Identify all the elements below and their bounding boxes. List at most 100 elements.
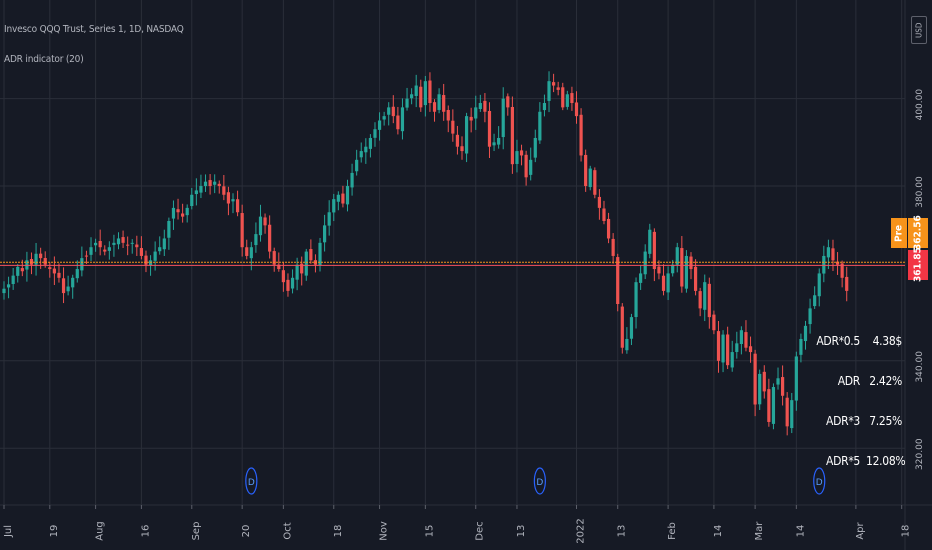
- candle-body[interactable]: [185, 207, 189, 216]
- candle-body[interactable]: [762, 371, 766, 392]
- candle-body[interactable]: [382, 116, 386, 120]
- candle-body[interactable]: [464, 116, 469, 154]
- candle-body[interactable]: [813, 295, 817, 307]
- candle-body[interactable]: [84, 255, 89, 257]
- candle-body[interactable]: [20, 268, 24, 272]
- candle-body[interactable]: [529, 159, 533, 175]
- candle-body[interactable]: [148, 260, 153, 266]
- candle-body[interactable]: [506, 96, 510, 108]
- candle-body[interactable]: [194, 190, 198, 195]
- candle-body[interactable]: [689, 256, 693, 270]
- candle-body[interactable]: [323, 225, 327, 243]
- candle-body[interactable]: [469, 116, 473, 121]
- candle-body[interactable]: [208, 180, 212, 187]
- candle-body[interactable]: [730, 352, 734, 368]
- candle-body[interactable]: [203, 181, 208, 187]
- candle-body[interactable]: [432, 102, 437, 112]
- candle-body[interactable]: [680, 248, 684, 287]
- candle-body[interactable]: [542, 103, 547, 111]
- candle-body[interactable]: [52, 268, 56, 274]
- candle-body[interactable]: [341, 193, 345, 204]
- candle-body[interactable]: [840, 263, 844, 278]
- candle-body[interactable]: [391, 106, 395, 117]
- candle-body[interactable]: [570, 93, 574, 104]
- candle-body[interactable]: [442, 95, 446, 112]
- candle-body[interactable]: [272, 251, 276, 265]
- candle-body[interactable]: [226, 192, 231, 204]
- candle-body[interactable]: [698, 291, 702, 309]
- candle-body[interactable]: [116, 238, 121, 245]
- candle-body[interactable]: [574, 102, 579, 117]
- candle-body[interactable]: [671, 264, 675, 274]
- candle-body[interactable]: [423, 81, 427, 106]
- candle-body[interactable]: [661, 275, 666, 291]
- candle-body[interactable]: [584, 154, 588, 187]
- candle-body[interactable]: [707, 283, 711, 318]
- candle-body[interactable]: [790, 400, 794, 429]
- candle-body[interactable]: [171, 207, 176, 219]
- candle-body[interactable]: [16, 266, 20, 276]
- candle-body[interactable]: [451, 120, 455, 134]
- candle-body[interactable]: [61, 278, 66, 294]
- candle-body[interactable]: [428, 80, 432, 104]
- candle-body[interactable]: [419, 86, 423, 108]
- candle-body[interactable]: [332, 199, 336, 213]
- candle-body[interactable]: [524, 154, 528, 178]
- candle-body[interactable]: [648, 229, 652, 254]
- candle-body[interactable]: [39, 253, 43, 259]
- candle-body[interactable]: [547, 81, 551, 101]
- candle-body[interactable]: [249, 247, 253, 259]
- candle-body[interactable]: [103, 249, 107, 252]
- candle-body[interactable]: [831, 248, 835, 261]
- candle-body[interactable]: [620, 306, 624, 348]
- candle-body[interactable]: [107, 247, 111, 251]
- candle-body[interactable]: [190, 194, 194, 207]
- candle-body[interactable]: [304, 251, 308, 276]
- candle-body[interactable]: [263, 217, 267, 226]
- candle-body[interactable]: [474, 107, 478, 119]
- candle-body[interactable]: [300, 263, 304, 274]
- dividend-marker[interactable]: [813, 467, 826, 495]
- candle-body[interactable]: [781, 377, 785, 396]
- candle-body[interactable]: [616, 257, 620, 305]
- candle-body[interactable]: [726, 334, 730, 366]
- candle-body[interactable]: [126, 244, 130, 246]
- candle-body[interactable]: [487, 110, 492, 147]
- candle-body[interactable]: [634, 282, 638, 318]
- candle-body[interactable]: [336, 194, 340, 202]
- candle-body[interactable]: [66, 286, 70, 292]
- candle-body[interactable]: [350, 172, 354, 188]
- candle-body[interactable]: [533, 137, 537, 158]
- candle-body[interactable]: [34, 253, 38, 265]
- candle-body[interactable]: [643, 251, 647, 275]
- candle-body[interactable]: [684, 255, 689, 289]
- candle-body[interactable]: [410, 94, 414, 99]
- candle-body[interactable]: [602, 208, 606, 221]
- candle-body[interactable]: [181, 213, 185, 217]
- candle-body[interactable]: [222, 186, 226, 195]
- candle-body[interactable]: [652, 231, 656, 270]
- candle-body[interactable]: [501, 98, 505, 138]
- candle-body[interactable]: [167, 220, 171, 238]
- candle-body[interactable]: [492, 142, 496, 146]
- candle-body[interactable]: [606, 218, 611, 239]
- candle-body[interactable]: [437, 94, 441, 110]
- candle-body[interactable]: [153, 251, 157, 261]
- candle-body[interactable]: [519, 150, 524, 156]
- currency-label[interactable]: USD: [911, 16, 927, 44]
- candle-body[interactable]: [158, 247, 162, 252]
- candle-body[interactable]: [6, 284, 11, 288]
- candle-body[interactable]: [75, 269, 79, 279]
- candle-body[interactable]: [368, 137, 372, 149]
- candle-body[interactable]: [515, 151, 519, 164]
- candle-body[interactable]: [455, 134, 460, 147]
- candle-body[interactable]: [144, 255, 148, 265]
- candle-body[interactable]: [258, 216, 263, 236]
- candle-body[interactable]: [817, 273, 821, 297]
- candle-body[interactable]: [758, 373, 762, 405]
- dividend-marker[interactable]: [533, 467, 546, 495]
- candle-body[interactable]: [396, 115, 400, 130]
- candle-body[interactable]: [277, 264, 281, 270]
- candle-body[interactable]: [744, 332, 748, 348]
- candle-body[interactable]: [497, 137, 501, 145]
